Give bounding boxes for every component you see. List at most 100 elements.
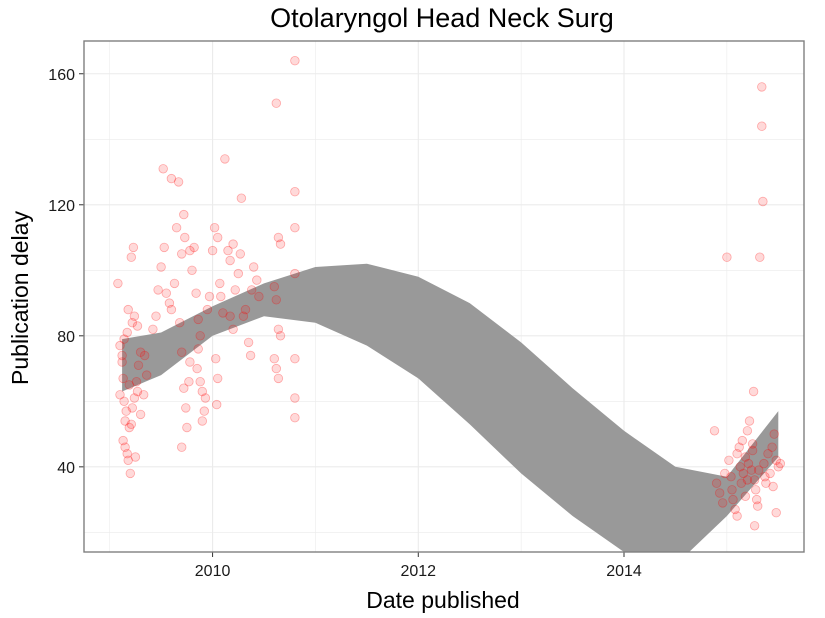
data-point [166,173,177,184]
data-point [755,252,765,262]
data-point [210,354,221,364]
data-point [290,222,300,233]
data-point [211,399,222,410]
data-point [230,285,240,295]
data-point [726,472,736,482]
data-point [734,442,744,452]
data-point [275,331,286,341]
data-point [749,521,760,531]
data-point [273,373,284,384]
data-point [195,331,205,341]
data-point [275,239,286,249]
data-point [179,209,189,220]
trend-band-layer [122,263,779,552]
data-point [290,56,300,66]
data-point [248,262,259,272]
data-point [738,468,749,479]
data-point [158,164,168,174]
data-point [769,429,779,439]
data-point [235,249,246,259]
data-point [233,268,244,279]
x-axis-title: Date published [366,587,519,613]
data-point [171,222,182,233]
data-point [191,288,201,298]
data-point [771,455,781,466]
data-point [215,278,225,289]
data-point [751,485,761,495]
data-point [122,327,132,338]
data-point [184,377,194,387]
data-point [724,455,734,466]
data-point [218,308,228,318]
data-point [119,334,129,344]
data-point [207,245,218,256]
data-point [148,324,158,335]
data-point [271,363,282,374]
panel-border [83,40,805,553]
data-point [135,347,146,357]
data-point [173,177,184,187]
data-point [187,265,197,276]
data-point [124,422,135,433]
data-point [240,304,251,315]
data-point [127,403,138,413]
data-point [775,458,786,469]
data-point [220,154,230,164]
data-point [185,357,195,367]
data-point [204,291,215,302]
data-point [202,304,213,315]
data-point [736,478,747,488]
data-point [133,360,144,371]
data-point [743,458,754,469]
data-point [141,370,152,380]
data-point [273,232,284,243]
data-point [740,491,751,502]
data-point [209,222,220,233]
data-point [135,409,146,420]
data-point [290,393,300,403]
data-point [124,380,135,390]
data-point [121,406,131,416]
data-point [765,468,775,479]
data-point [290,186,300,197]
data-point [228,239,238,249]
data-point [216,291,226,302]
data-point [238,311,249,321]
data-point [115,340,125,351]
data-point [138,390,149,400]
axes-layer: 2010 2012 2014 40 80 120 160 [48,40,805,580]
chart-title: Otolaryngol Head Neck Surg [270,3,614,33]
data-point [740,452,751,462]
data-point [754,465,764,475]
data-point [181,403,191,413]
x-tick-label: 2014 [606,563,642,580]
data-point [185,245,195,256]
data-point [192,363,202,374]
data-point [180,232,190,243]
data-point [742,426,753,436]
data-point [753,501,763,511]
data-point [760,472,770,482]
data-point [169,278,180,289]
data-point [164,298,175,308]
data-point [126,252,137,262]
data-point [757,82,767,92]
data-point [120,442,130,452]
data-point [125,468,136,479]
data-point [117,350,127,361]
data-point [759,458,769,469]
data-point [732,449,742,459]
data-point [153,285,163,295]
data-point [197,416,208,426]
data-point [129,393,140,403]
data-point [128,242,139,253]
data-point [722,252,732,262]
data-point [236,193,247,203]
data-point [763,449,773,459]
data-point [197,386,208,397]
data-point [767,442,777,452]
data-point [195,377,205,387]
data-point [189,242,199,253]
